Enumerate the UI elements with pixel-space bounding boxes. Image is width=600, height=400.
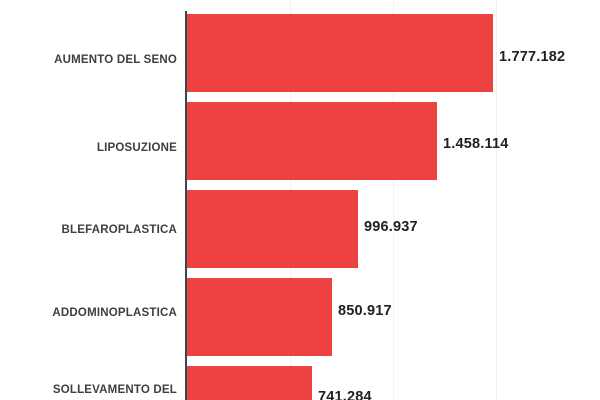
gridline-1200000 [393, 0, 394, 400]
value-label-blefaroplastica: 996.937 [364, 219, 418, 235]
bar-blefaroplastica[interactable] [187, 190, 358, 268]
category-label-aumento-del-seno: AUMENTO DEL SENO [54, 54, 177, 66]
bar-aumento-del-seno[interactable] [187, 14, 493, 92]
gridline-1800000 [496, 0, 497, 400]
category-label-sollevamento-del: SOLLEVAMENTO DEL [52, 384, 177, 396]
bar-sollevamento-del[interactable] [187, 366, 312, 400]
value-label-sollevamento-del: 741.284 [318, 389, 372, 400]
value-label-addominoplastica: 850.917 [338, 303, 392, 319]
value-label-liposuzione: 1.458.114 [443, 136, 509, 152]
bar-liposuzione[interactable] [187, 102, 437, 180]
bar-addominoplastica[interactable] [187, 278, 332, 356]
category-label-addominoplastica: ADDOMINOPLASTICA [52, 307, 177, 319]
value-label-aumento-del-seno: 1.777.182 [499, 49, 566, 65]
category-axis-line [185, 11, 187, 400]
category-axis-labels: AUMENTO DEL SENO LIPOSUZIONE BLEFAROPLAS… [0, 0, 177, 400]
category-label-liposuzione: LIPOSUZIONE [96, 142, 177, 154]
category-label-blefaroplastica: BLEFAROPLASTICA [61, 224, 177, 236]
